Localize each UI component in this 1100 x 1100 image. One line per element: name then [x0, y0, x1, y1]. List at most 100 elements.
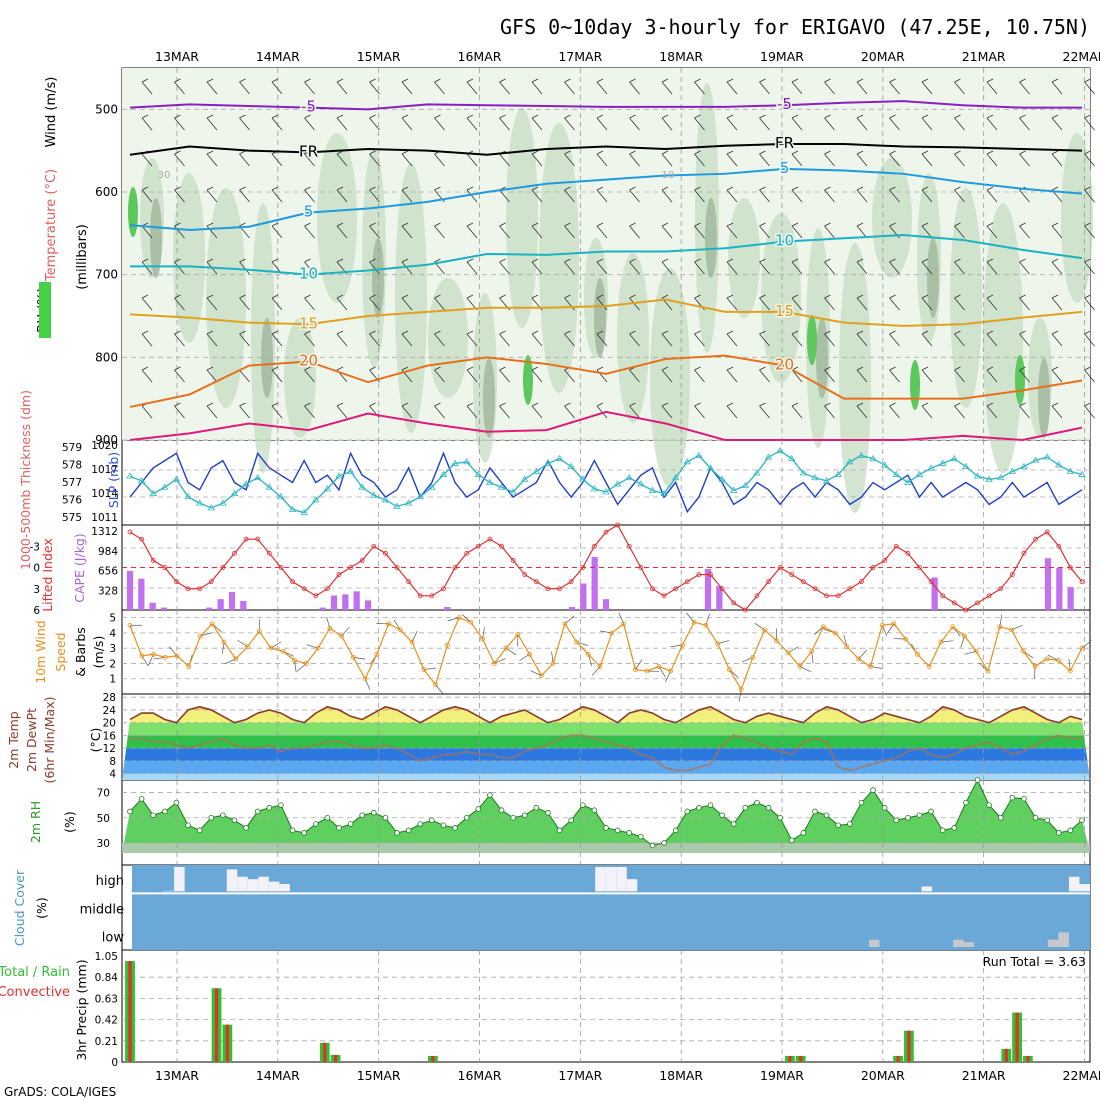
wind-barb [954, 294, 965, 311]
wind-barb [499, 330, 510, 347]
wind-speed-marker [491, 661, 497, 666]
wind-barb [629, 114, 640, 131]
wind-barb [466, 222, 478, 239]
isotherm-line [129, 298, 1083, 327]
wind-barb [889, 258, 900, 275]
wind-barb [921, 222, 933, 239]
wind-speed-marker [209, 621, 215, 627]
wind-barb [336, 294, 348, 311]
wind-barb [239, 78, 250, 95]
isotherm-line [129, 167, 1083, 232]
wind-barb [921, 114, 933, 131]
wind-barb [791, 150, 803, 167]
precip-convective-bar [1026, 1055, 1030, 1062]
wind-barb [1019, 402, 1030, 419]
wind-barb [239, 186, 250, 203]
cloud-bar [258, 876, 269, 892]
wind-barb [174, 78, 185, 95]
wind-barb [661, 402, 673, 419]
thickness-marker [892, 470, 900, 477]
wind-barb [791, 402, 803, 419]
wind-barb [629, 78, 640, 95]
li-marker [383, 550, 388, 556]
rh-shading [983, 203, 1023, 473]
li-marker [1009, 572, 1015, 577]
rh-marker [359, 812, 365, 819]
rh-marker [220, 812, 226, 819]
wind-barb [856, 294, 868, 311]
thickness-marker [439, 470, 448, 477]
rh-marker [231, 817, 238, 824]
dewpoint-line [130, 734, 1082, 772]
li-marker [266, 550, 272, 556]
isotherm-line [130, 233, 1083, 276]
wind-speed-marker [574, 639, 580, 645]
thickness-marker [207, 504, 215, 511]
wind-barb [986, 294, 998, 311]
li-marker [673, 586, 679, 592]
precip-convective-bar [323, 1042, 327, 1062]
wind-barb [921, 366, 933, 383]
rh-marker [429, 817, 435, 824]
wind-barb [726, 330, 738, 347]
wind-barb [369, 78, 380, 95]
rh-shading [395, 163, 427, 433]
wind-barb [629, 402, 640, 419]
wind-barb [856, 150, 868, 167]
temp-tick-label: 28 [103, 692, 116, 704]
rh-marker [812, 808, 818, 815]
wind-barb [694, 114, 705, 131]
isotherm-label: 5 [780, 159, 790, 177]
rh-shading-dark [705, 198, 717, 278]
cloud-bar [626, 879, 638, 892]
wind-speed-marker [233, 656, 239, 662]
rh-shading-dark [1038, 358, 1050, 438]
slp-tick-label: 1017 [91, 464, 118, 476]
wind-barb [466, 114, 478, 131]
rh-marker [185, 822, 191, 829]
li-marker [696, 572, 702, 577]
wind-barb [986, 258, 998, 275]
wind-barb [434, 114, 445, 131]
wind-barb [499, 222, 510, 239]
wind-tick-label: 3 [109, 643, 116, 655]
rh-marker [788, 837, 795, 844]
thickness-marker [706, 464, 715, 471]
wind-speed-marker [891, 621, 897, 627]
wind-barb [271, 222, 283, 239]
wind-barb [336, 78, 348, 95]
wind-speed-marker [962, 633, 967, 639]
rh-marker [1009, 794, 1016, 801]
li-marker [429, 593, 435, 599]
rh-marker [533, 804, 540, 811]
wind-barb [304, 330, 315, 347]
rh-shading [1061, 133, 1093, 303]
rh-shading [761, 213, 801, 383]
rh-marker [638, 833, 644, 840]
rh-marker [347, 821, 354, 827]
wind-barb [596, 78, 608, 95]
rh-area [122, 780, 1090, 853]
thickness-marker [567, 462, 575, 470]
wind-barb [824, 366, 835, 383]
wind-barb [206, 402, 218, 419]
thickness-marker [300, 508, 308, 516]
wind-barb [629, 294, 640, 311]
thickness-marker [1031, 456, 1040, 463]
wind-barb [434, 366, 445, 383]
li-marker [812, 586, 818, 592]
bottom-date-label: 17MAR [558, 1068, 602, 1083]
wind-barb [986, 114, 998, 131]
wind-barb [499, 258, 510, 275]
thickness-marker [869, 454, 877, 462]
wind-barb [304, 294, 315, 311]
wind-speed-marker [480, 636, 485, 642]
rh-marker [881, 804, 888, 811]
rh-tick-label: 30 [97, 838, 110, 850]
wind-barb [401, 294, 413, 311]
rh-high-cell [807, 315, 817, 365]
wind-barb [206, 330, 218, 347]
rh-shading [950, 188, 982, 408]
wind-barb [954, 222, 965, 239]
wind-speed-marker [727, 667, 732, 672]
